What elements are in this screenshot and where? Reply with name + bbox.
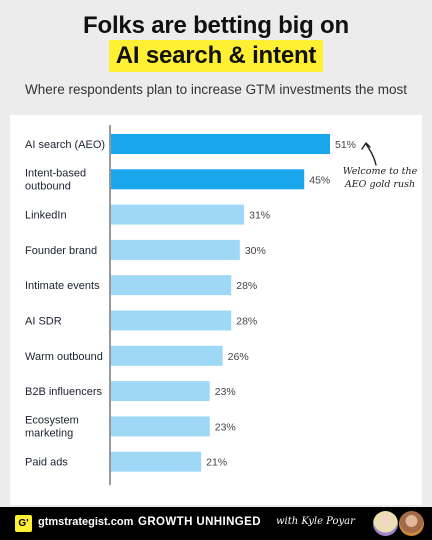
bar-chart: 51% AI search (AEO) 45% Intent-based outboun… (25, 125, 356, 485)
value-label: 23% (215, 386, 236, 398)
bar (111, 134, 330, 154)
value-label: 51% (335, 139, 356, 151)
value-label: 30% (245, 245, 266, 257)
annotation-note: Welcome to the AEO gold rush (338, 165, 422, 191)
bar (111, 381, 210, 402)
footer-bar: G' gtmstrategist.com GROWTH UNHINGED wit… (0, 507, 432, 540)
bar (111, 416, 210, 437)
category-label: LinkedIn (25, 210, 67, 222)
show-name: GROWTH UNHINGED (138, 516, 261, 528)
value-label: 23% (215, 421, 236, 433)
annotation-line2: AEO gold rush (344, 179, 416, 190)
page-subtitle: Where respondents plan to increase GTM i… (25, 82, 407, 97)
bar (111, 239, 240, 260)
avatar (399, 511, 424, 536)
curved-arrow-icon (361, 142, 377, 166)
value-label: 21% (206, 457, 227, 469)
avatar (373, 511, 398, 536)
bar (111, 169, 305, 190)
value-label: 45% (309, 174, 330, 186)
bar (111, 204, 245, 225)
value-label: 26% (228, 351, 249, 363)
bar (111, 451, 202, 472)
highlighted-title: AI search & intent (108, 40, 324, 72)
bar (111, 310, 232, 331)
category-label: Founder brand (25, 245, 97, 257)
category-label: Intent-based outbound (25, 167, 86, 192)
value-label: 28% (236, 316, 257, 328)
category-label: Paid ads (25, 457, 68, 469)
chart-card: 51% AI search (AEO) 45% Intent-based outboun… (10, 115, 422, 505)
category-label: AI SDR (25, 316, 62, 328)
category-label: Ecosystem marketing (25, 414, 79, 439)
brand-logo: G' (15, 515, 32, 532)
bar (111, 275, 232, 296)
show-host: with Kyle Poyar (276, 516, 355, 527)
value-label: 28% (236, 280, 257, 292)
category-label: AI search (AEO) (25, 139, 105, 151)
bar (111, 345, 223, 366)
page-title-line2: AI search & intent (0, 40, 432, 72)
page-title-line1: Folks are betting big on (83, 12, 349, 39)
category-label: Warm outbound (25, 351, 103, 363)
site-link[interactable]: gtmstrategist.com (38, 516, 134, 528)
annotation-line1: Welcome to the (342, 166, 418, 177)
value-label: 31% (249, 210, 270, 222)
category-label: Intimate events (25, 280, 100, 292)
category-label: B2B influencers (25, 386, 103, 398)
